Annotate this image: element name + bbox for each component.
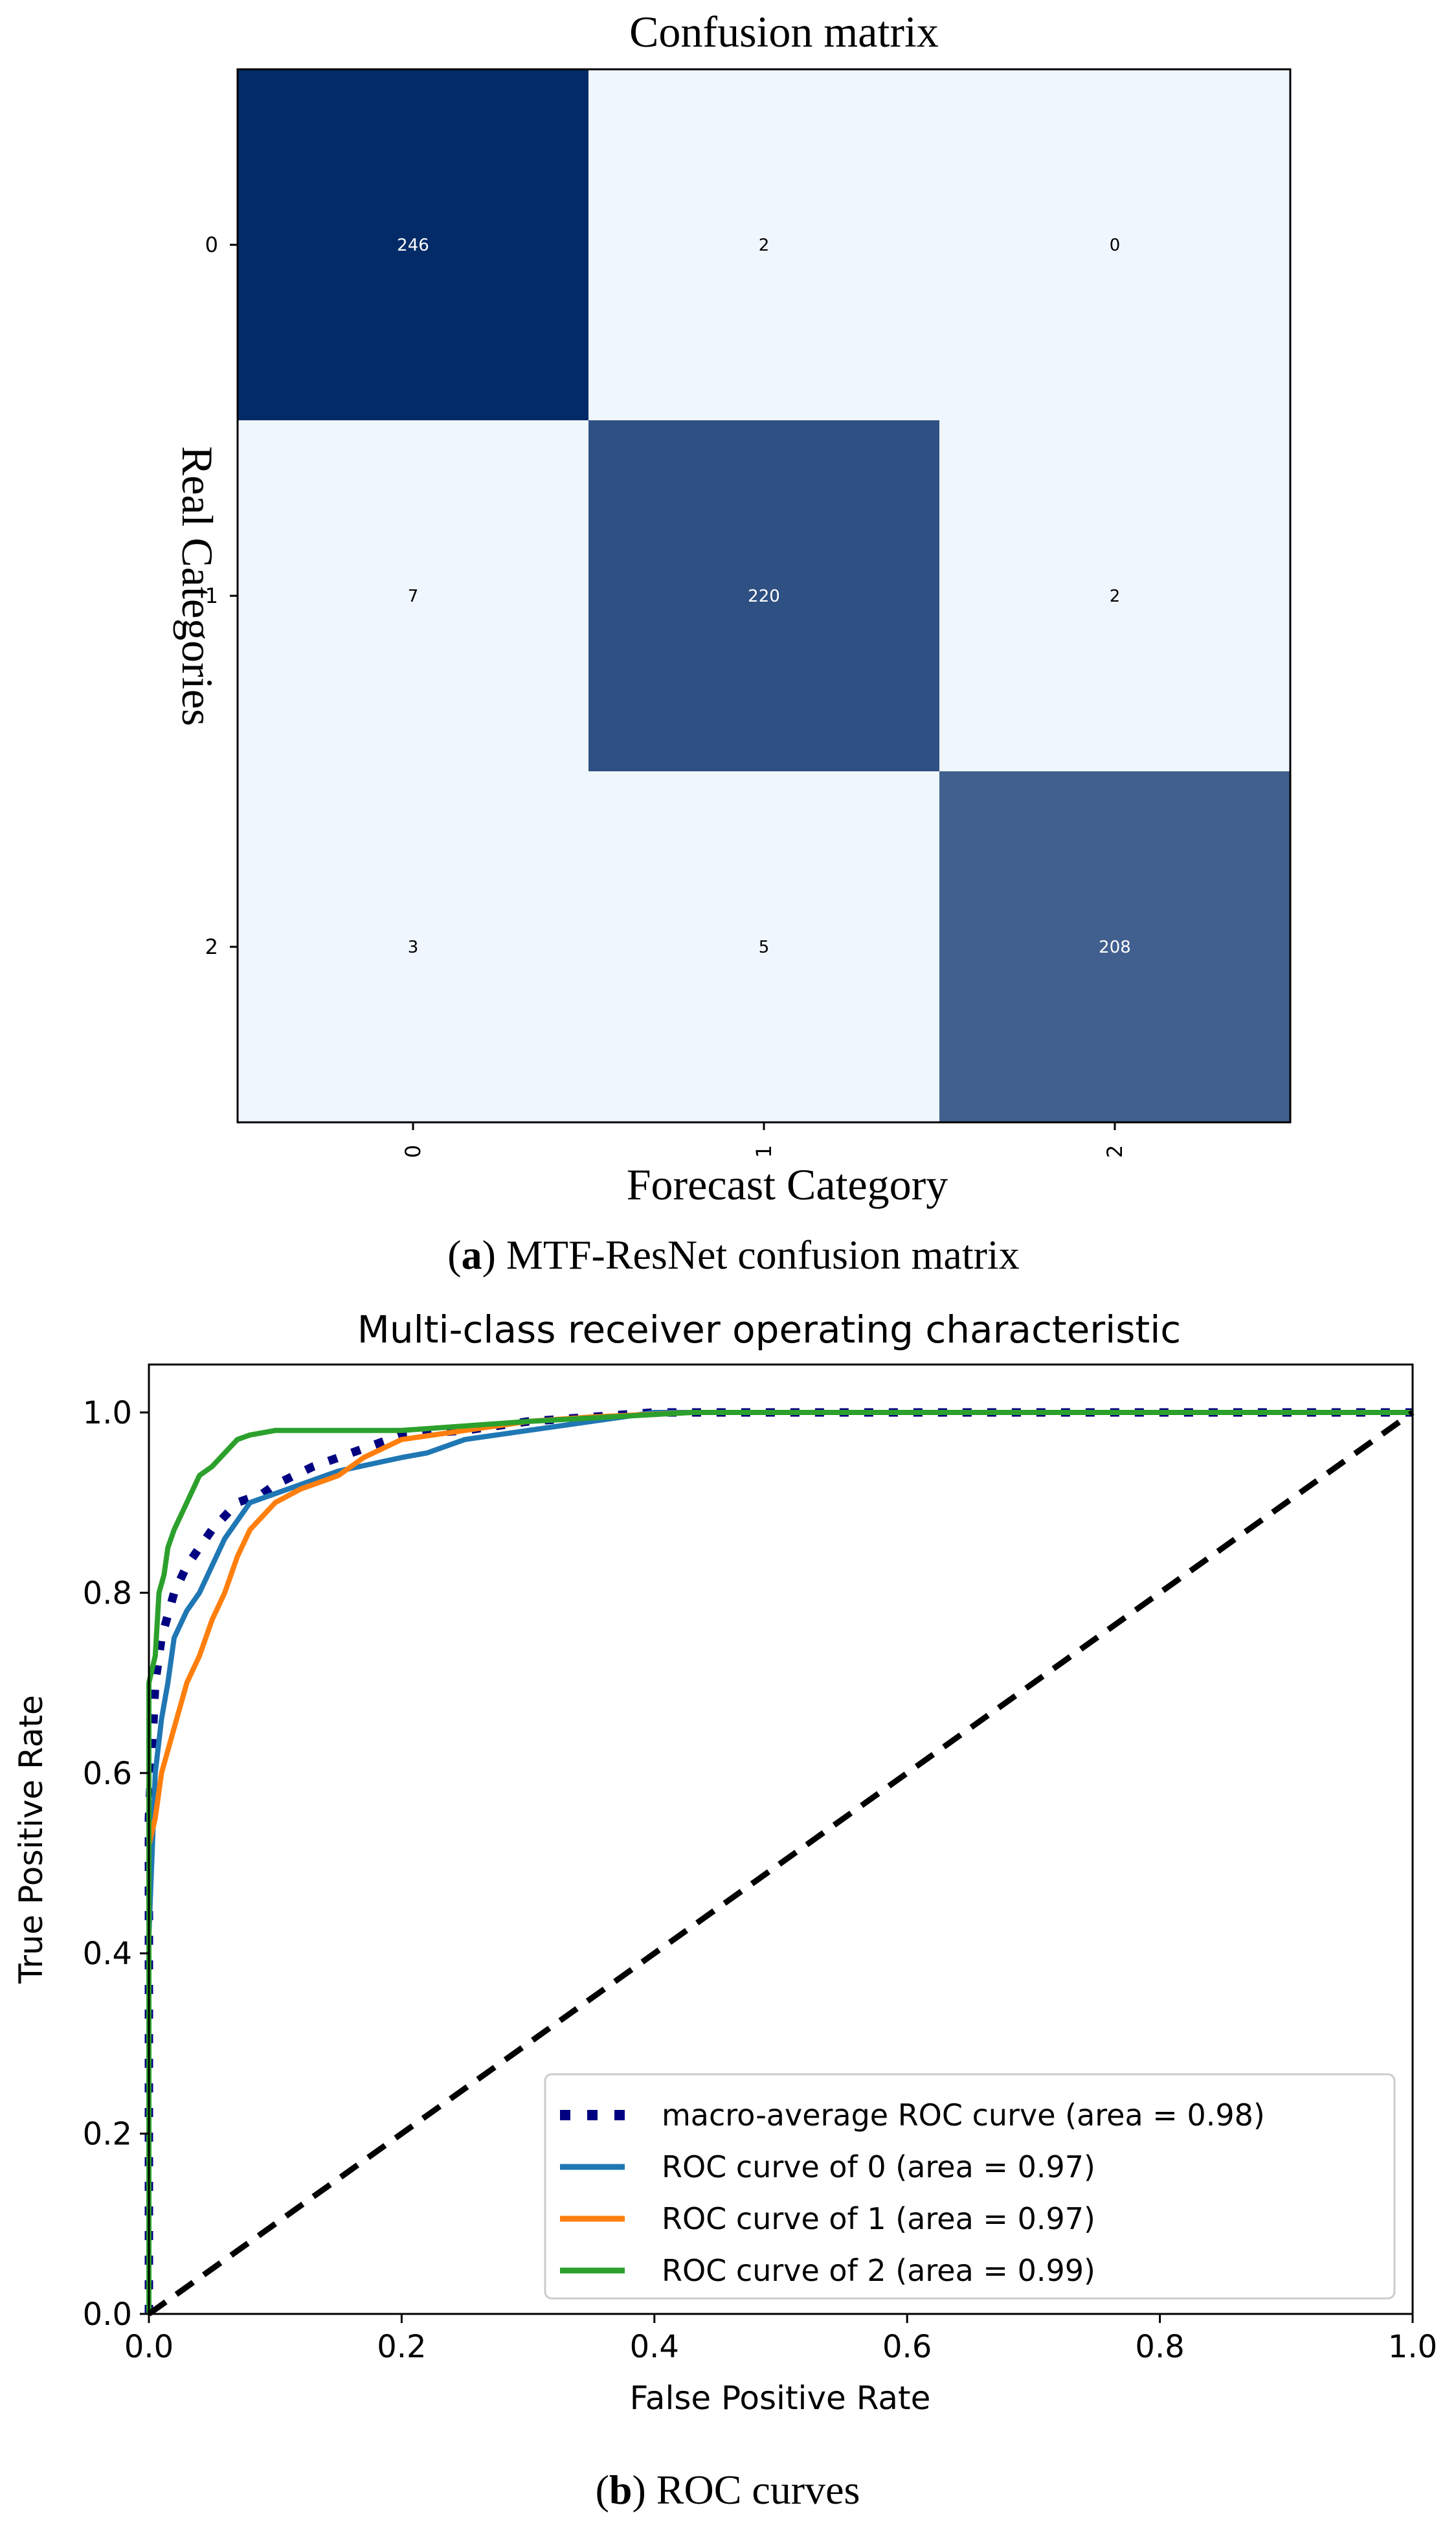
- confusion-matrix-xlabel: Forecast Category: [627, 1160, 948, 1209]
- roc-y-ticks: 0.0 0.2 0.4 0.6 0.8 1.0: [83, 1395, 149, 2333]
- roc-ytick-label: 0.0: [83, 2296, 132, 2333]
- roc-ytick-label: 0.2: [83, 2116, 132, 2153]
- roc-ytick-label: 1.0: [83, 1395, 132, 1431]
- cm-value-0-0: 246: [397, 236, 429, 255]
- confusion-matrix-panel: Confusion matrix 246 2 0 7 220 2 3 5 208 0 1 2 0 1 2…: [173, 7, 1292, 1278]
- cm-ytick-label: 1: [205, 584, 218, 608]
- cm-cell-1-2: [939, 420, 1290, 771]
- roc-legend-label-3: ROC curve of 2 (area = 0.99): [662, 2253, 1095, 2288]
- cm-xtick-label: 1: [752, 1145, 776, 1158]
- roc-ylabel: True Positive Rate: [12, 1695, 50, 1984]
- cm-value-2-2: 208: [1099, 938, 1131, 957]
- cm-value-2-0: 3: [408, 938, 419, 957]
- roc-legend: macro-average ROC curve (area = 0.98) ROC…: [544, 2073, 1396, 2300]
- roc-xtick-label: 0.8: [1135, 2329, 1184, 2365]
- roc-legend-label-1: ROC curve of 0 (area = 0.97): [662, 2149, 1095, 2184]
- caption-a-label: a: [462, 1232, 482, 1278]
- confusion-matrix-values: 246 2 0 7 220 2 3 5 208: [397, 236, 1131, 957]
- roc-xtick-label: 0.0: [124, 2329, 174, 2365]
- caption-a-open: (: [447, 1232, 461, 1278]
- cm-cell-2-1: [588, 771, 939, 1122]
- roc-title: Multi-class receiver operating character…: [357, 1308, 1181, 1352]
- confusion-matrix-y-ticks: 0 1 2: [205, 232, 238, 959]
- cm-cell-2-0: [238, 771, 588, 1122]
- roc-xtick-label: 1.0: [1388, 2329, 1437, 2365]
- roc-curves: [144, 1408, 1415, 2317]
- roc-xlabel: False Positive Rate: [630, 2379, 931, 2417]
- roc-ytick-label: 0.8: [83, 1575, 132, 1611]
- roc-axes-frame: [148, 1363, 1414, 2315]
- roc-panel: Multi-class receiver operating character…: [12, 1308, 1437, 2513]
- cm-cell-0-2: [939, 69, 1290, 420]
- caption-b: (b) ROC curves: [596, 2467, 860, 2513]
- cm-cell-0-0: [238, 69, 588, 420]
- cm-value-0-2: 0: [1110, 236, 1121, 255]
- roc-series-4: [147, 1410, 1415, 2317]
- roc-ytick-label: 0.4: [83, 1936, 132, 1972]
- cm-ytick-label: 0: [205, 232, 218, 257]
- cm-cell-1-0: [238, 420, 588, 771]
- cm-ytick-label: 2: [205, 935, 218, 959]
- roc-legend-label-2: ROC curve of 1 (area = 0.97): [662, 2201, 1095, 2236]
- cm-cell-2-2: [939, 771, 1290, 1122]
- roc-x-ticks: 0.0 0.2 0.4 0.6 0.8 1.0: [124, 2314, 1437, 2365]
- confusion-matrix-ylabel: Real Categories: [173, 446, 222, 726]
- roc-xtick-label: 0.2: [377, 2329, 426, 2365]
- roc-series-1: [146, 1410, 1413, 2314]
- roc-series-3: [146, 1410, 1413, 2314]
- caption-b-open: (: [596, 2467, 609, 2513]
- confusion-matrix-title: Confusion matrix: [629, 7, 939, 56]
- cm-value-1-1: 220: [748, 587, 780, 606]
- roc-xtick-label: 0.6: [882, 2329, 932, 2365]
- cm-cell-1-1: [588, 420, 939, 771]
- cm-value-0-1: 2: [759, 236, 770, 255]
- roc-ytick-label: 0.6: [83, 1756, 132, 1792]
- cm-value-1-2: 2: [1110, 587, 1121, 606]
- confusion-matrix-x-ticks: 0 1 2: [401, 1122, 1127, 1158]
- caption-a: (a) MTF-ResNet confusion matrix: [447, 1232, 1019, 1278]
- cm-xtick-label: 2: [1103, 1145, 1127, 1158]
- caption-a-text: ) MTF-ResNet confusion matrix: [482, 1232, 1020, 1278]
- cm-value-2-1: 5: [759, 938, 770, 957]
- roc-series-0: [144, 1408, 1413, 2314]
- cm-xtick-label: 0: [401, 1145, 425, 1158]
- cm-value-1-0: 7: [408, 587, 419, 606]
- roc-legend-label-0: macro-average ROC curve (area = 0.98): [662, 2098, 1265, 2133]
- confusion-matrix-cells: [238, 69, 1290, 1122]
- cm-cell-0-1: [588, 69, 939, 420]
- caption-b-label: b: [609, 2467, 633, 2513]
- roc-legend-box: [544, 2073, 1396, 2300]
- roc-xtick-label: 0.4: [630, 2329, 679, 2365]
- caption-b-text: ) ROC curves: [632, 2467, 860, 2513]
